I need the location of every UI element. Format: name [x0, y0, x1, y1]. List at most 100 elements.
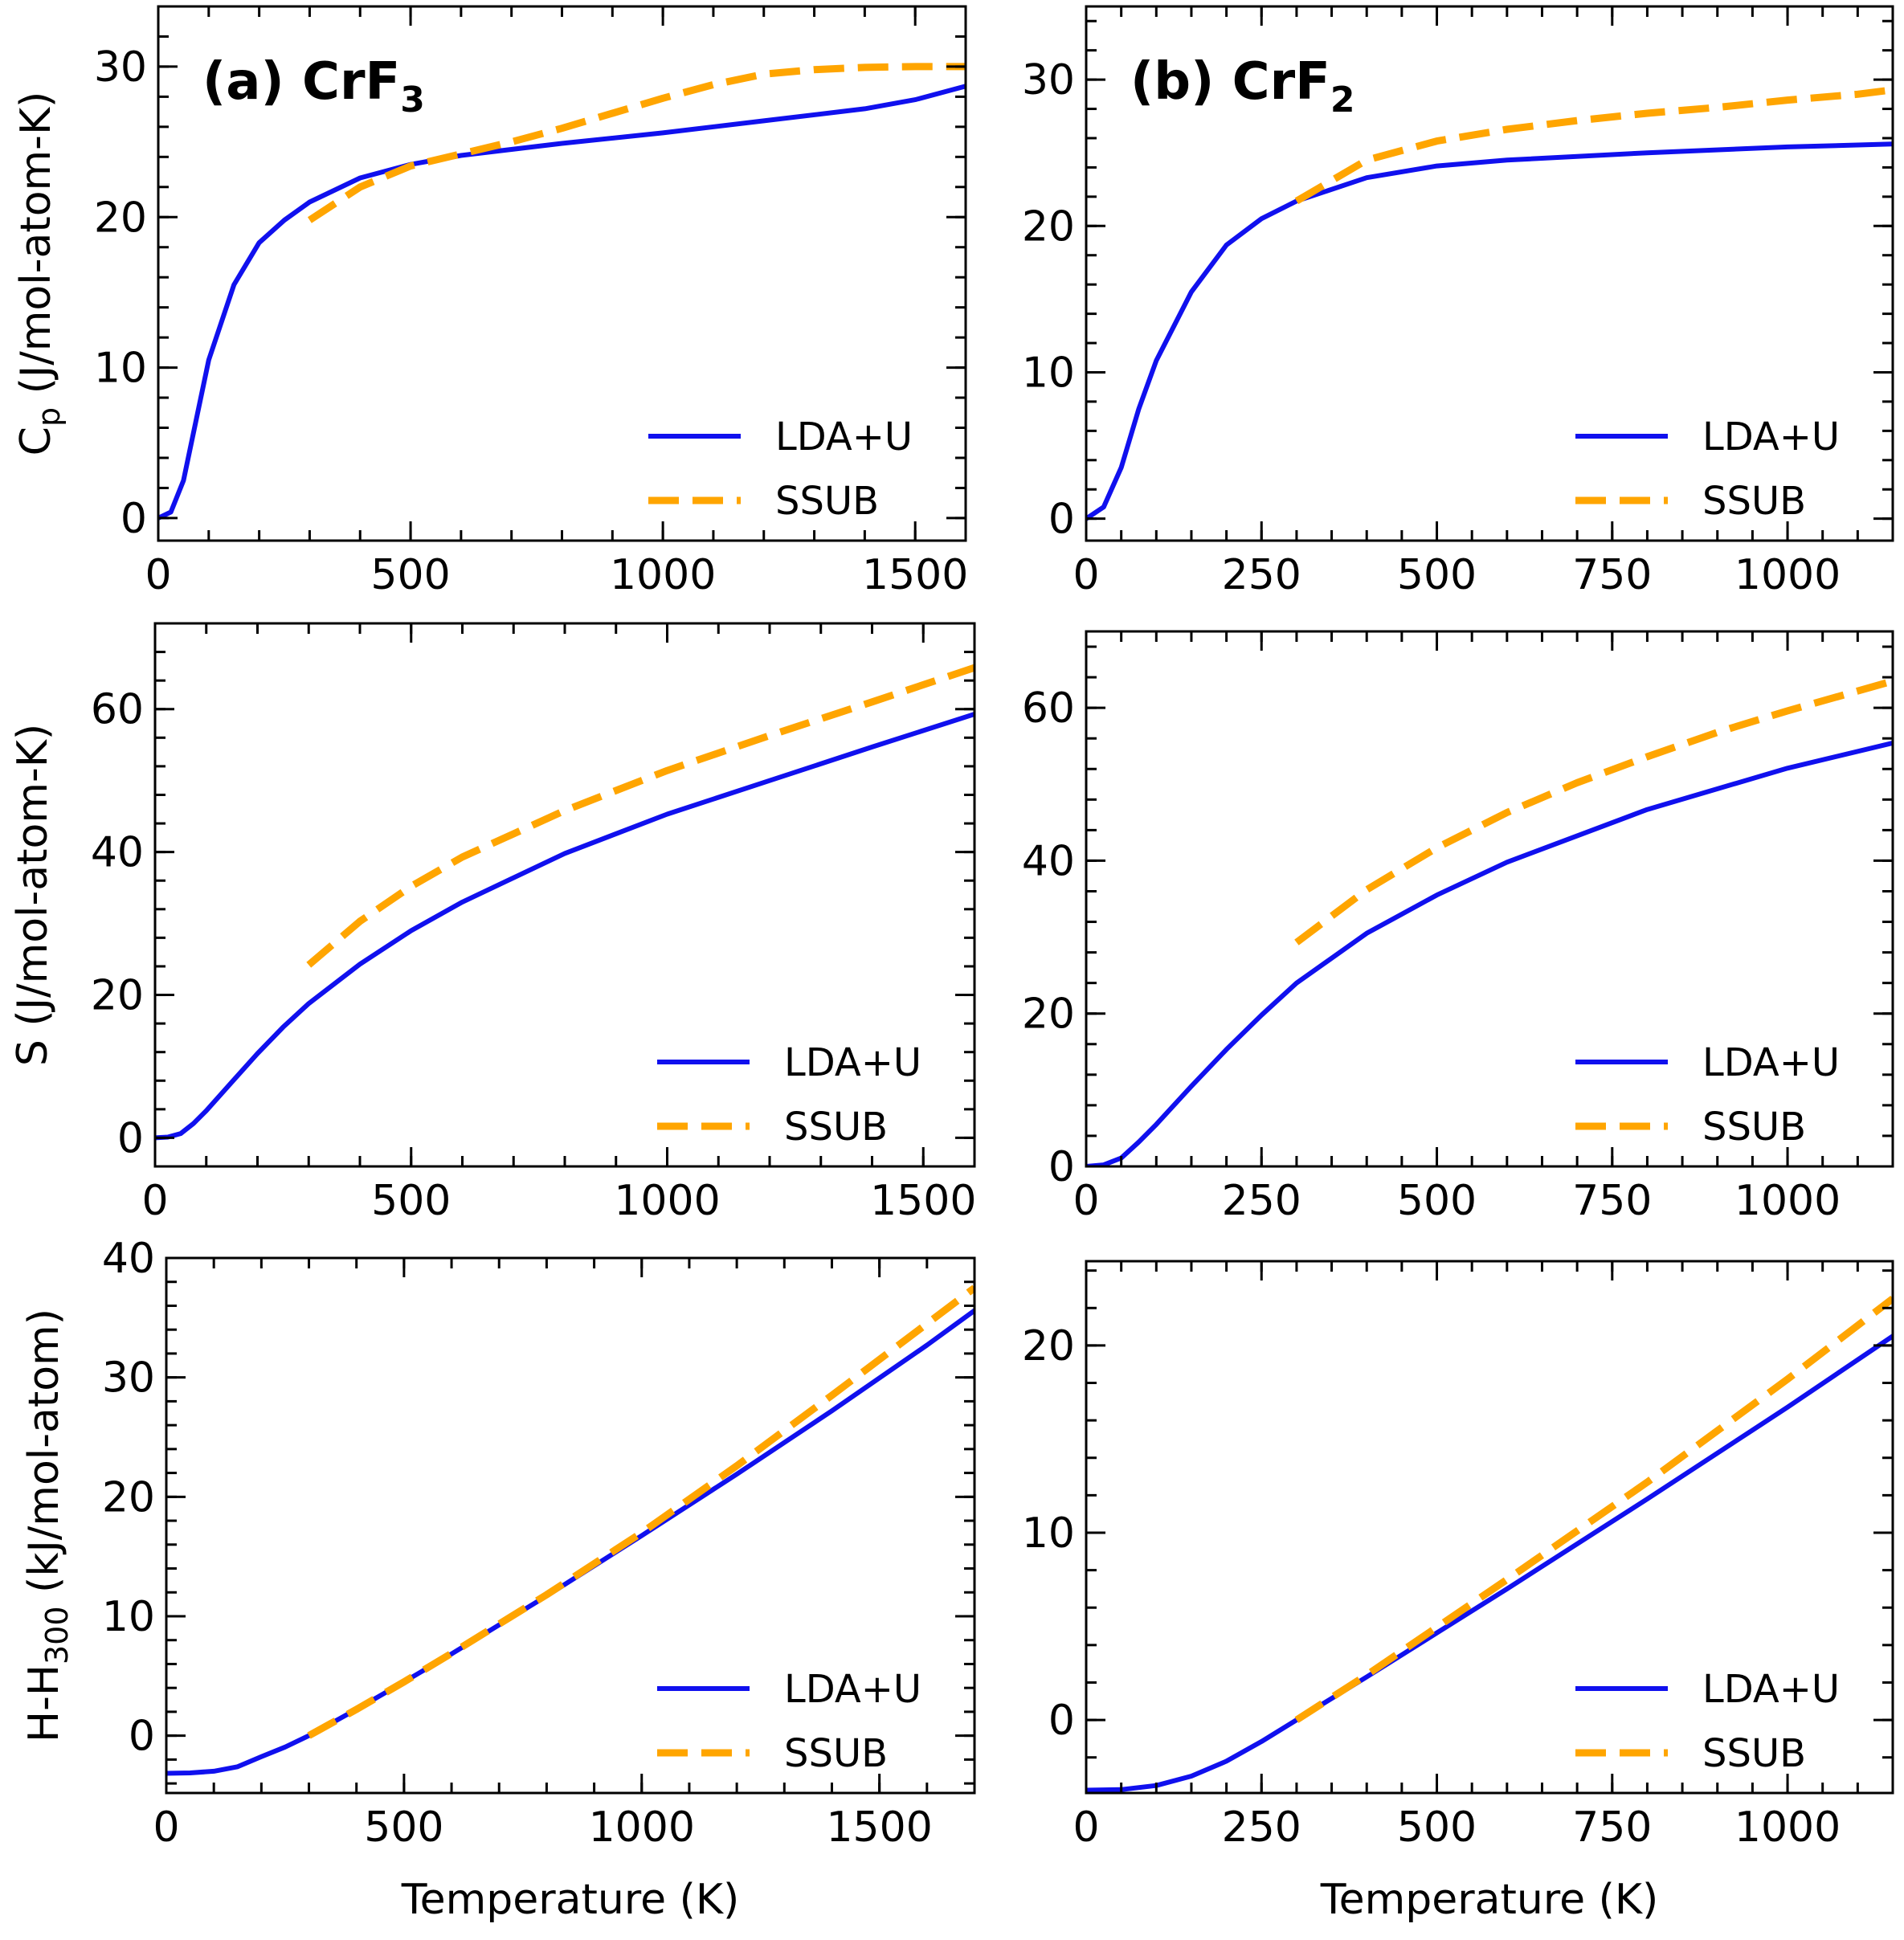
series-line-ldau — [1086, 141, 1893, 521]
legend-label-ldau: LDA+U — [1702, 415, 1840, 459]
subplot-6: 0 250 500 750 1000 0 10 20 Temperature (K) LDA+U S… — [1022, 1260, 1894, 1924]
subplot-1: 0 500 1000 1500 0 10 20 30 (a) CrF3 Cp (J/mol-ato… — [12, 5, 968, 599]
series-line-ssub — [306, 664, 974, 968]
legend: LDA+U SSUB — [1575, 1040, 1840, 1150]
series-line-ldau — [166, 1308, 974, 1776]
x-tick-label: 1000 — [1734, 1177, 1841, 1225]
y-axis-label: Cp (J/mol-atom-K) — [12, 92, 67, 456]
legend-label-ssub: SSUB — [784, 1105, 888, 1150]
y-tick-label: 30 — [102, 1354, 155, 1403]
y-tick-label: 30 — [94, 43, 147, 92]
series-line-ldau — [1086, 740, 1893, 1166]
x-tick-label: 0 — [141, 1177, 168, 1225]
axes-frame — [165, 1256, 976, 1795]
legend: LDA+U SSUB — [657, 1667, 921, 1776]
subplot-3: 0 500 1000 1500 0 20 40 60 S (J/mol-atom-K) LDA+U… — [9, 622, 976, 1225]
x-tick-label: 1500 — [826, 1803, 932, 1852]
x-tick-label: 1500 — [870, 1177, 976, 1225]
x-tick-label: 750 — [1572, 1803, 1652, 1852]
x-tick-label: 1500 — [862, 551, 968, 599]
y-axis-label: H-H300 (kJ/mol-atom) — [20, 1309, 75, 1742]
y-tick-label: 10 — [1022, 1509, 1075, 1558]
series-line-ssub — [1294, 86, 1893, 205]
y-tick-label: 10 — [94, 345, 147, 393]
y-tick-label: 10 — [1022, 349, 1075, 397]
subplot-5: 0 500 1000 1500 0 10 20 30 40 H-H300 (kJ/mol-atom… — [20, 1235, 976, 1924]
y-tick-label: 20 — [1022, 1322, 1075, 1370]
x-axis-label: Temperature (K) — [401, 1876, 740, 1924]
y-tick-label: 10 — [102, 1593, 155, 1641]
legend-label-ssub: SSUB — [1702, 479, 1806, 524]
y-tick-label: 60 — [91, 686, 144, 734]
legend-label-ldau: LDA+U — [1702, 1040, 1840, 1085]
x-tick-label: 500 — [364, 1803, 443, 1852]
legend-label-ldau: LDA+U — [775, 415, 913, 459]
legend: LDA+U SSUB — [648, 415, 913, 524]
axes-frame — [157, 5, 967, 542]
y-tick-label: 40 — [1022, 837, 1075, 885]
subplot-2: 0 250 500 750 1000 0 10 20 30 (b) CrF2 LDA+U SSUB — [1022, 5, 1894, 599]
x-tick-label: 750 — [1572, 551, 1652, 599]
y-tick-label: 0 — [1048, 1697, 1075, 1745]
y-tick-label: 0 — [117, 1114, 144, 1162]
legend: LDA+U SSUB — [1575, 1667, 1840, 1776]
series-line-ssub — [1294, 1296, 1893, 1723]
legend: LDA+U SSUB — [1575, 415, 1840, 524]
panel-title: (b) CrF2 — [1130, 52, 1354, 120]
legend: LDA+U SSUB — [657, 1040, 921, 1150]
axes-frame — [1085, 5, 1894, 542]
series-line-ssub — [1294, 677, 1893, 945]
series-line-ldau — [158, 84, 966, 521]
legend-label-ldau: LDA+U — [1702, 1667, 1840, 1712]
x-tick-label: 500 — [1397, 1177, 1477, 1225]
legend-label-ldau: LDA+U — [784, 1040, 921, 1085]
y-tick-label: 40 — [102, 1235, 155, 1283]
x-tick-label: 1000 — [589, 1803, 695, 1852]
y-tick-label: 30 — [1022, 56, 1075, 104]
y-tick-label: 20 — [102, 1473, 155, 1521]
axes-frame — [1085, 630, 1894, 1168]
y-axis-label: S (J/mol-atom-K) — [9, 724, 57, 1066]
x-tick-label: 1000 — [1734, 551, 1841, 599]
series-line-ldau — [1086, 1333, 1893, 1793]
legend-label-ldau: LDA+U — [784, 1667, 921, 1712]
y-tick-label: 20 — [1022, 990, 1075, 1039]
x-axis-label: Temperature (K) — [1320, 1876, 1659, 1924]
legend-label-ssub: SSUB — [1702, 1105, 1806, 1150]
y-tick-label: 20 — [91, 972, 144, 1020]
y-tick-label: 20 — [94, 194, 147, 242]
x-tick-label: 0 — [1073, 1177, 1099, 1225]
y-tick-label: 40 — [91, 829, 144, 877]
x-tick-label: 1000 — [614, 1177, 720, 1225]
x-tick-label: 0 — [1073, 551, 1099, 599]
x-tick-label: 0 — [145, 551, 171, 599]
x-tick-label: 500 — [1397, 551, 1477, 599]
x-tick-label: 500 — [370, 551, 450, 599]
x-tick-label: 250 — [1222, 551, 1301, 599]
x-tick-label: 1000 — [610, 551, 716, 599]
axes-frame — [153, 622, 976, 1168]
y-tick-label: 60 — [1022, 684, 1075, 733]
y-tick-label: 0 — [121, 495, 147, 543]
y-tick-label: 0 — [1048, 1143, 1075, 1191]
x-tick-label: 0 — [1073, 1803, 1099, 1852]
x-tick-label: 0 — [153, 1803, 179, 1852]
series-line-ldau — [155, 712, 974, 1141]
y-tick-label: 20 — [1022, 202, 1075, 251]
x-tick-label: 750 — [1572, 1177, 1652, 1225]
x-tick-label: 250 — [1222, 1177, 1301, 1225]
legend-label-ssub: SSUB — [775, 479, 879, 524]
panel-title: (a) CrF3 — [202, 52, 425, 120]
y-tick-label: 0 — [129, 1713, 155, 1761]
series-line-ssub — [307, 1284, 974, 1739]
x-tick-label: 500 — [371, 1177, 451, 1225]
x-tick-label: 250 — [1222, 1803, 1301, 1852]
subplot-4: 0 250 500 750 1000 0 20 40 60 LDA+U SSUB — [1022, 630, 1894, 1225]
legend-label-ssub: SSUB — [784, 1731, 888, 1776]
y-tick-label: 0 — [1048, 496, 1075, 544]
legend-label-ssub: SSUB — [1702, 1731, 1806, 1776]
x-tick-label: 1000 — [1734, 1803, 1841, 1852]
x-tick-label: 500 — [1397, 1803, 1477, 1852]
axes-frame — [1085, 1260, 1894, 1795]
